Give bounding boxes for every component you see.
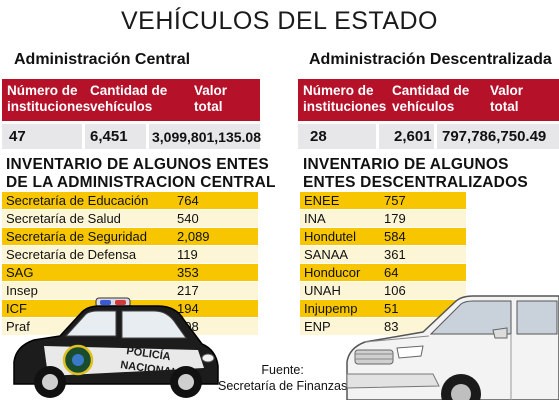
central-col1-line1: Número de xyxy=(7,83,78,98)
descentralizada-header-bar: Número de instituciones Cantidad de vehí… xyxy=(298,79,559,121)
source-label: Fuente: xyxy=(261,363,304,377)
desc-inventory-heading-line2: ENTES DESCENTRALIZADOS xyxy=(303,174,528,191)
central-entity-vehicles: 764 xyxy=(177,193,199,208)
suv-illustration xyxy=(346,295,559,400)
descentralizada-heading: Administración Descentralizada xyxy=(309,51,552,68)
desc-col3-line1: Valor xyxy=(490,83,524,98)
desc-entity-vehicles: 757 xyxy=(384,193,406,208)
central-vehiculos: 6,451 xyxy=(90,128,128,145)
central-inventory-row: Insep 217 xyxy=(2,282,258,299)
source-note: Fuente: Secretaría de Finanzas xyxy=(218,362,347,394)
central-inventory-row: Secretaría de Defensa 119 xyxy=(2,246,258,263)
central-col3-line2: total xyxy=(194,99,223,114)
desc-entity-vehicles: 64 xyxy=(384,265,399,280)
central-entity-name: Secretaría de Defensa xyxy=(6,247,137,262)
central-col3-line1: Valor xyxy=(194,83,228,98)
desc-entity-name: Hondutel xyxy=(304,229,357,244)
desc-entity-name: Injupemp xyxy=(304,301,358,316)
central-entity-name: SAG xyxy=(6,265,34,280)
central-entity-vehicles: 540 xyxy=(177,211,199,226)
source-value: Secretaría de Finanzas xyxy=(218,379,348,393)
desc-col1-line1: Número de xyxy=(303,83,374,98)
central-entity-vehicles: 353 xyxy=(177,265,199,280)
desc-entity-vehicles: 584 xyxy=(384,229,406,244)
desc-col3-line2: total xyxy=(490,99,519,114)
central-inventory-row: Secretaría de Seguridad 2,089 xyxy=(2,228,258,245)
desc-entity-name: Honducor xyxy=(304,265,361,280)
descentralizada-values-row: 28 2,601 797,786,750.49 xyxy=(298,124,559,149)
central-inventory-row: SAG 353 xyxy=(2,264,258,281)
desc-entity-vehicles: 83 xyxy=(384,319,399,334)
desc-entity-name: INA xyxy=(304,211,326,226)
desc-inventory-heading-line1: INVENTARIO DE ALGUNOS xyxy=(303,156,509,173)
central-col2-line2: vehículos xyxy=(90,99,153,114)
desc-entity-name: UNAH xyxy=(304,283,341,298)
central-inventory-row: Secretaría de Salud 540 xyxy=(2,210,258,227)
central-entity-name: Secretaría de Seguridad xyxy=(6,229,147,244)
desc-inventory-heading: INVENTARIO DE ALGUNOS ENTES DESCENTRALIZ… xyxy=(303,156,528,192)
central-entity-name: Insep xyxy=(6,283,38,298)
desc-entity-vehicles: 51 xyxy=(384,301,399,316)
desc-col1-line2: instituciones xyxy=(303,99,387,114)
desc-entity-name: SANAA xyxy=(304,247,349,262)
desc-entity-name: ENEE xyxy=(304,193,340,208)
desc-inventory-row: UNAH 106 xyxy=(300,282,466,299)
desc-entity-vehicles: 361 xyxy=(384,247,406,262)
desc-entity-name: ENP xyxy=(304,319,331,334)
desc-inventory-row: SANAA 361 xyxy=(300,246,466,263)
central-entity-name: Secretaría de Educación xyxy=(6,193,149,208)
central-entity-name: Secretaría de Salud xyxy=(6,211,121,226)
central-values-row: 47 6,451 3,099,801,135.08 xyxy=(2,124,261,149)
desc-valor: 797,786,750.49 xyxy=(442,128,547,145)
central-inventory-row: Secretaría de Educación 764 xyxy=(2,192,258,209)
central-entity-name: ICF xyxy=(6,301,27,316)
desc-instituciones: 28 xyxy=(310,128,327,145)
desc-inventory-row: Honducor 64 xyxy=(300,264,466,281)
police-text-line1: POLICÍA xyxy=(126,344,172,363)
desc-col2-line1: Cantidad de xyxy=(392,83,470,98)
central-heading: Administración Central xyxy=(14,51,191,68)
central-entity-vehicles: 217 xyxy=(177,283,199,298)
central-inventory-heading-line1: INVENTARIO DE ALGUNOS ENTES xyxy=(6,156,269,173)
desc-entity-vehicles: 179 xyxy=(384,211,406,226)
central-header-bar: Número de instituciones Cantidad de vehí… xyxy=(2,79,260,121)
desc-vehiculos: 2,601 xyxy=(394,128,432,145)
central-valor: 3,099,801,135.08 xyxy=(152,129,261,145)
desc-inventory-row: ENEE 757 xyxy=(300,192,466,209)
central-inventory-heading: INVENTARIO DE ALGUNOS ENTES DE LA ADMINI… xyxy=(6,156,276,192)
central-inventory-heading-line2: DE LA ADMINISTRACION CENTRAL xyxy=(6,174,276,191)
desc-col2-line2: vehículos xyxy=(392,99,455,114)
page-title: VEHÍCULOS DEL ESTADO xyxy=(120,7,439,35)
central-instituciones: 47 xyxy=(9,128,26,145)
central-entity-name: Praf xyxy=(6,319,30,334)
central-col1-line2: instituciones xyxy=(7,99,91,114)
police-car-illustration: POLICÍA NACIONAL xyxy=(13,297,219,398)
desc-entity-vehicles: 106 xyxy=(384,283,406,298)
central-col2-line1: Cantidad de xyxy=(90,83,168,98)
central-entity-vehicles: 194 xyxy=(177,301,199,316)
central-entity-vehicles: 119 xyxy=(177,247,198,262)
desc-inventory-row: INA 179 xyxy=(300,210,466,227)
desc-inventory-row: Hondutel 584 xyxy=(300,228,466,245)
central-entity-vehicles: 2,089 xyxy=(177,229,210,244)
desc-inventory-row: Injupemp 51 xyxy=(300,300,466,317)
